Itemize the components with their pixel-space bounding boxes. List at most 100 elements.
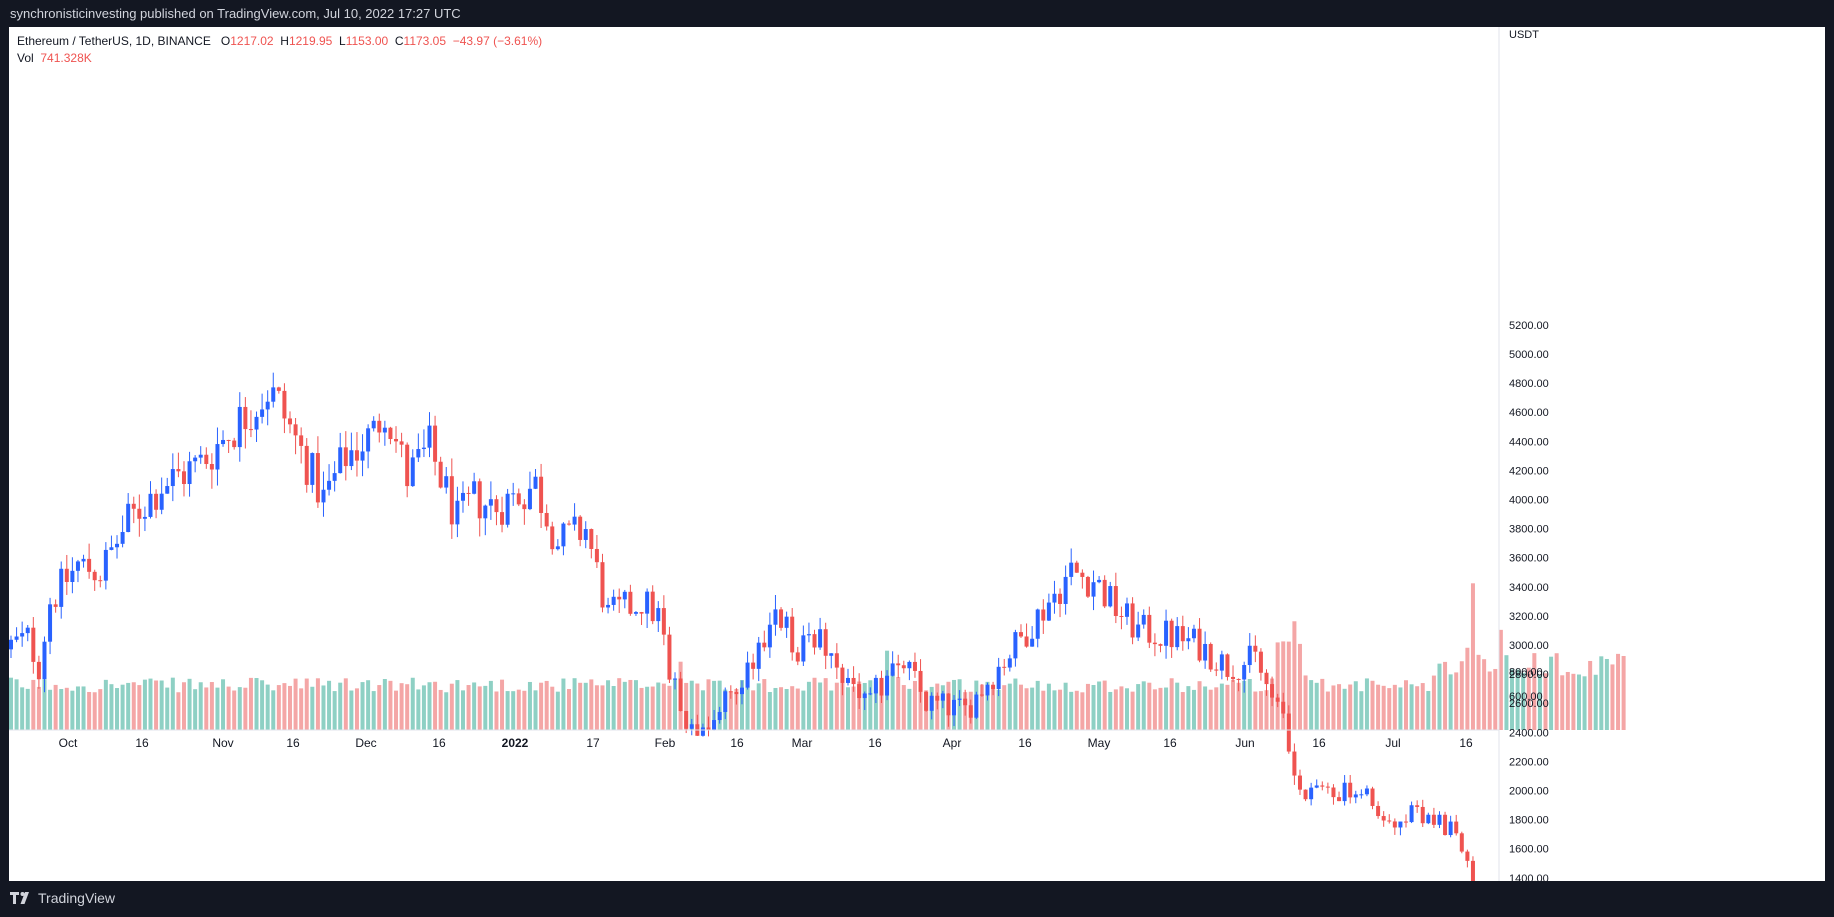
volume-bar bbox=[321, 685, 326, 730]
candle-body bbox=[1264, 672, 1269, 685]
candle-body bbox=[974, 694, 979, 718]
volume-bar bbox=[1158, 687, 1163, 730]
volume-bar bbox=[265, 684, 270, 730]
volume-bar bbox=[215, 687, 220, 730]
volume-bar bbox=[979, 684, 984, 730]
volume-bar bbox=[1376, 684, 1381, 730]
volume-bar bbox=[550, 686, 555, 730]
volume-bar bbox=[522, 690, 527, 730]
candle-body bbox=[762, 642, 767, 648]
candle-body bbox=[137, 508, 142, 519]
volume-bar bbox=[823, 678, 828, 730]
candle-body bbox=[20, 633, 25, 637]
volume-label: Vol bbox=[17, 51, 34, 65]
volume-bar bbox=[1554, 653, 1559, 730]
volume-bar bbox=[416, 689, 421, 730]
candle-body bbox=[589, 529, 594, 549]
volume-bar bbox=[751, 690, 756, 730]
volume-bar bbox=[1604, 658, 1609, 730]
volume-bar bbox=[64, 687, 69, 730]
price-tick-label: 1800.00 bbox=[1509, 815, 1549, 827]
candle-body bbox=[1236, 678, 1241, 680]
candle-body bbox=[460, 492, 465, 501]
volume-bar bbox=[1292, 621, 1297, 730]
candle-body bbox=[516, 493, 521, 505]
candle-body bbox=[1325, 786, 1330, 788]
volume-bar bbox=[1409, 684, 1414, 730]
candle-body bbox=[198, 454, 203, 458]
candle-body bbox=[639, 612, 644, 614]
volume-bar bbox=[148, 678, 153, 730]
volume-bar bbox=[1526, 667, 1531, 730]
candle-body bbox=[349, 450, 354, 467]
volume-bar bbox=[338, 682, 343, 730]
volume-bar bbox=[667, 685, 672, 730]
candle-body bbox=[1337, 797, 1342, 802]
volume-bar bbox=[260, 680, 265, 730]
volume-bar bbox=[31, 679, 36, 730]
volume-bar bbox=[131, 682, 136, 730]
volume-bar bbox=[1097, 681, 1102, 730]
candle-body bbox=[550, 526, 555, 550]
volume-bar bbox=[1504, 655, 1509, 730]
volume-bar bbox=[282, 683, 287, 730]
volume-bar bbox=[53, 684, 58, 730]
volume-bar bbox=[1286, 641, 1291, 730]
candle-body bbox=[293, 424, 298, 436]
low-label: L bbox=[339, 34, 346, 48]
symbol-name[interactable]: Ethereum / TetherUS, 1D, BINANCE bbox=[17, 34, 211, 48]
volume-bar bbox=[92, 692, 97, 730]
candle-body bbox=[712, 720, 717, 730]
candle-body bbox=[723, 691, 728, 712]
candle-body bbox=[656, 608, 661, 622]
candle-body bbox=[633, 612, 638, 614]
candle-body bbox=[779, 609, 784, 628]
chart-frame[interactable]: USDT 5200.00 5000.00 4800.00 4600.00 4400.00 4… bbox=[9, 27, 1825, 881]
candle-body bbox=[739, 687, 744, 695]
volume-bar bbox=[555, 691, 560, 730]
volume-bar bbox=[896, 677, 901, 730]
volume-bar bbox=[1247, 678, 1252, 730]
volume-bar bbox=[728, 691, 733, 730]
volume-bar bbox=[1186, 686, 1191, 730]
tradingview-logo[interactable]: TradingView bbox=[10, 890, 115, 906]
candle-body bbox=[617, 596, 622, 600]
volume-bar bbox=[1348, 684, 1353, 730]
candlestick-chart[interactable]: USDT 5200.00 5000.00 4800.00 4600.00 4400.00 4… bbox=[9, 27, 1825, 881]
volume-bar bbox=[354, 688, 359, 730]
candle-body bbox=[1203, 643, 1208, 661]
candle-body bbox=[243, 406, 248, 430]
candle-body bbox=[98, 580, 103, 582]
volume-bar bbox=[1459, 661, 1464, 730]
candle-body bbox=[1392, 821, 1397, 828]
candle-body bbox=[92, 571, 97, 581]
volume-bar bbox=[1493, 668, 1498, 730]
volume-bar bbox=[165, 687, 170, 730]
volume-bar bbox=[1275, 642, 1280, 730]
volume-bar bbox=[399, 683, 404, 730]
volume-bar bbox=[103, 679, 108, 730]
volume-bar bbox=[1599, 656, 1604, 730]
candle-body bbox=[260, 409, 265, 417]
candle-body bbox=[622, 591, 627, 600]
candle-body bbox=[282, 390, 287, 419]
candle-body bbox=[1113, 586, 1118, 617]
candle-body bbox=[1013, 632, 1018, 659]
candle-body bbox=[846, 677, 850, 683]
volume-bar bbox=[516, 689, 521, 730]
time-tick-label: Dec bbox=[355, 736, 376, 750]
price-tick-label: 1600.00 bbox=[1509, 844, 1549, 856]
volume-bar bbox=[1007, 683, 1012, 730]
volume-bar bbox=[873, 681, 878, 730]
volume-bar bbox=[1588, 660, 1593, 730]
candle-body bbox=[873, 677, 878, 694]
candle-body bbox=[829, 653, 834, 656]
volume-bar bbox=[221, 679, 226, 730]
candle-body bbox=[756, 642, 761, 669]
volume-bar bbox=[600, 685, 605, 730]
volume-bar bbox=[444, 692, 449, 730]
volume-bar bbox=[410, 677, 415, 730]
volume-bar bbox=[433, 681, 438, 730]
candle-body bbox=[472, 481, 477, 494]
candle-body bbox=[1058, 593, 1063, 604]
